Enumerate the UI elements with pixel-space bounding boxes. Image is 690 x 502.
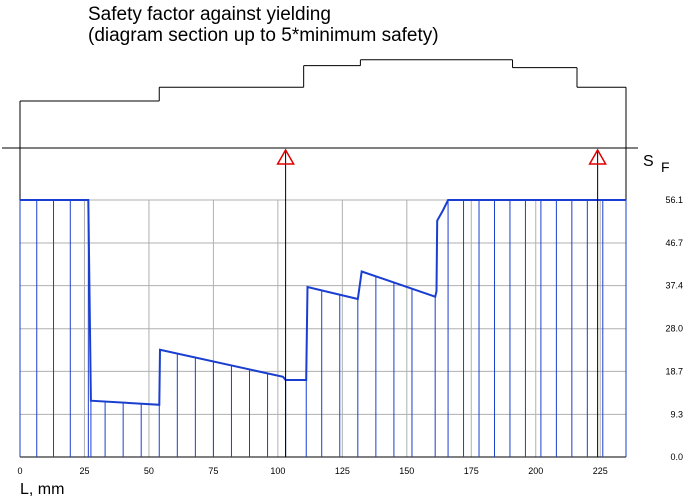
x-tick-label: 0 bbox=[17, 466, 22, 476]
y-tick-label: 28.0 bbox=[665, 324, 683, 334]
chart-title-line2: (diagram section up to 5*minimum safety) bbox=[88, 25, 439, 46]
x-axis-label: L, mm bbox=[20, 481, 64, 498]
x-tick-labels: 0 25 50 75 100 125 150 175 200 225 bbox=[17, 466, 607, 476]
y-tick-label: 37.4 bbox=[665, 281, 683, 291]
x-tick-label: 225 bbox=[593, 466, 608, 476]
x-tick-label: 150 bbox=[399, 466, 414, 476]
y-axis-label-subscript: F bbox=[661, 159, 670, 175]
x-tick-label: 125 bbox=[335, 466, 350, 476]
y-tick-label: 9.3 bbox=[670, 409, 683, 419]
x-tick-label: 175 bbox=[464, 466, 479, 476]
x-tick-label: 50 bbox=[144, 466, 154, 476]
x-tick-label: 75 bbox=[208, 466, 218, 476]
x-tick-label: 100 bbox=[270, 466, 285, 476]
x-tick-label: 200 bbox=[528, 466, 543, 476]
chart-title-line1: Safety factor against yielding bbox=[88, 4, 331, 25]
y-tick-label: 46.7 bbox=[665, 238, 683, 248]
chart-grid bbox=[20, 199, 626, 458]
x-tick-label: 25 bbox=[79, 466, 89, 476]
safety-factor-line bbox=[20, 199, 626, 406]
chart-title: Safety factor against yielding (diagram … bbox=[88, 4, 439, 46]
marker-group bbox=[276, 148, 607, 457]
marker-triangle-icon bbox=[276, 148, 295, 165]
marker-triangle-icon bbox=[588, 148, 607, 165]
y-tick-label: 56.1 bbox=[665, 195, 683, 205]
y-tick-labels: 0.0 9.3 18.7 28.0 37.4 46.7 56.1 bbox=[665, 195, 683, 462]
y-tick-label: 0.0 bbox=[670, 452, 683, 462]
shaft-outline bbox=[2, 59, 638, 200]
series-group bbox=[20, 199, 626, 406]
y-axis-label: S bbox=[643, 153, 654, 170]
station-lines bbox=[19, 200, 627, 457]
y-tick-label: 18.7 bbox=[665, 366, 683, 376]
